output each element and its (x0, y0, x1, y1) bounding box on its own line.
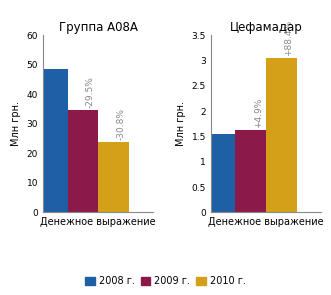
Title: Группа А08А: Группа А08А (59, 21, 138, 34)
Y-axis label: Млн грн.: Млн грн. (11, 101, 21, 146)
X-axis label: Денежное выражение: Денежное выражение (208, 217, 324, 227)
Bar (235, 130, 266, 212)
Text: -29.5%: -29.5% (86, 76, 95, 108)
Bar (98, 142, 129, 212)
Bar (205, 134, 235, 212)
Legend: 2008 г., 2009 г., 2010 г.: 2008 г., 2009 г., 2010 г. (81, 272, 250, 290)
Text: -30.8%: -30.8% (117, 108, 125, 140)
Y-axis label: Млн грн.: Млн грн. (176, 101, 186, 146)
Bar (266, 58, 297, 212)
Text: +4.9%: +4.9% (254, 98, 262, 128)
X-axis label: Денежное выражение: Денежное выражение (40, 217, 156, 227)
Bar (37, 69, 68, 212)
Bar (68, 110, 98, 212)
Title: Цефамадар: Цефамадар (229, 21, 302, 34)
Text: +88.4%: +88.4% (284, 20, 293, 56)
